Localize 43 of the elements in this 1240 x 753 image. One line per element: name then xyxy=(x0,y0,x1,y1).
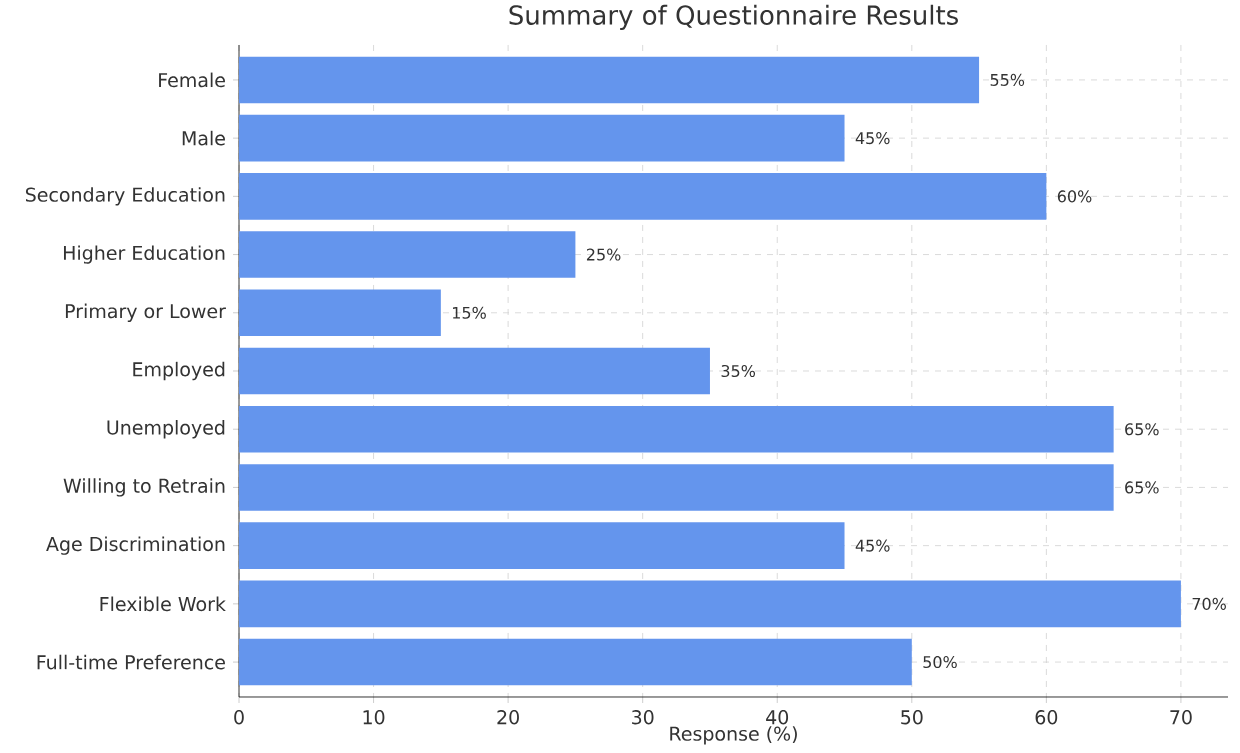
data-label: 50% xyxy=(923,656,957,669)
x-tick-label: 30 xyxy=(632,710,654,725)
data-label: 70% xyxy=(1192,597,1226,610)
data-label: 60% xyxy=(1057,190,1092,203)
x-tick-label: 50 xyxy=(901,710,923,725)
y-tick-label: Employed xyxy=(133,361,225,381)
y-tick-label: Unemployed xyxy=(107,420,225,439)
data-label: 45% xyxy=(855,539,890,552)
data-label: 15% xyxy=(453,306,486,319)
bar xyxy=(239,405,1114,453)
bar xyxy=(239,173,1047,220)
data-label: 65% xyxy=(1125,481,1159,494)
bar xyxy=(239,289,441,337)
x-tick-label: 40 xyxy=(766,710,789,725)
y-tick-label: Full-time Preference xyxy=(37,654,225,670)
bar xyxy=(239,638,912,686)
y-tick-label: Male xyxy=(182,130,225,146)
x-tick-label: 20 xyxy=(497,710,519,725)
y-tick-label: Willing to Retrain xyxy=(63,478,225,497)
x-tick-label: 10 xyxy=(363,710,385,725)
bar xyxy=(239,114,845,162)
x-tick-label: 70 xyxy=(1170,710,1192,725)
bar xyxy=(239,522,845,569)
chart-title: Summary of Questionnaire Results xyxy=(509,4,958,30)
x-tick-label: 0 xyxy=(234,710,244,725)
bar xyxy=(239,347,710,395)
data-label: 45% xyxy=(855,132,890,145)
y-tick-label: Secondary Education xyxy=(25,187,225,206)
data-label: 55% xyxy=(990,73,1025,86)
y-tick-label: Flexible Work xyxy=(100,596,226,612)
data-label: 35% xyxy=(721,364,756,378)
data-label: 65% xyxy=(1125,423,1159,436)
x-axis-title: Response (%) xyxy=(670,726,797,745)
bar xyxy=(239,580,1181,628)
bar xyxy=(239,231,576,278)
bar xyxy=(239,464,1114,511)
data-label: 25% xyxy=(586,248,621,261)
y-tick-label: Age Discrimination xyxy=(46,536,225,555)
x-tick-label: 60 xyxy=(1035,710,1058,725)
y-tick-label: Higher Education xyxy=(63,245,225,264)
bar xyxy=(239,56,980,104)
y-tick-label: Female xyxy=(159,72,225,88)
y-tick-label: Primary or Lower xyxy=(65,303,226,322)
